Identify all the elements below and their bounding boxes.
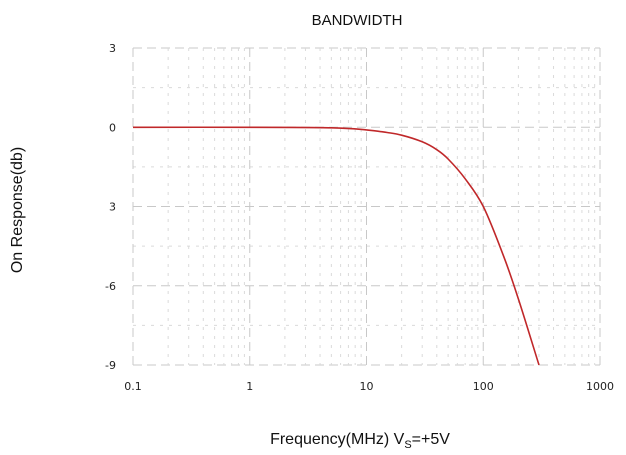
x-axis-label-subscript: S (404, 439, 411, 451)
x-axis-label-tail: =+5V (412, 431, 451, 448)
chart-title: BANDWIDTH (312, 12, 403, 29)
y-tick-label: 3 (109, 201, 116, 214)
y-tick-label: -9 (105, 359, 116, 372)
y-tick-label: 3 (109, 42, 116, 55)
x-tick-label: 100 (473, 380, 494, 393)
y-tick-label: -6 (105, 280, 116, 293)
x-tick-label: 1 (246, 380, 253, 393)
y-axis-label: On Response(db) (9, 147, 26, 273)
x-tick-label: 0.1 (124, 380, 142, 393)
x-axis-label-main: Frequency(MHz) V (270, 431, 405, 448)
tick-labels: 3 0 3 -6 -9 0.1 1 10 100 1000 (105, 42, 614, 393)
x-tick-label: 10 (360, 380, 374, 393)
x-tick-label: 1000 (586, 380, 614, 393)
grid (132, 47, 601, 366)
x-axis-label: Frequency(MHz) VS=+5V (270, 431, 450, 451)
series-line (132, 126, 540, 366)
y-tick-label: 0 (109, 121, 116, 134)
